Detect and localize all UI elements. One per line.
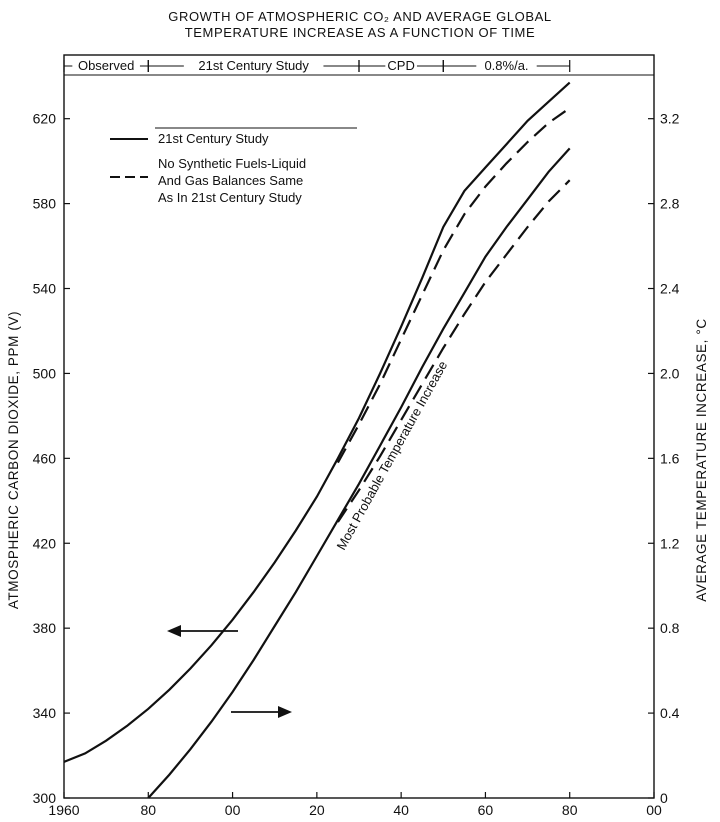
chart-series bbox=[63, 81, 571, 799]
period-21st-century-study-label-bg bbox=[183, 57, 324, 73]
y2-tick-label: 2.0 bbox=[660, 365, 680, 381]
y-tick-label: 540 bbox=[33, 281, 57, 297]
series-line-left-dashed bbox=[336, 107, 571, 464]
axis-ticks: 1960 80 00 20 40 60 80 00 300 340 380 420 460 500 540 5… bbox=[33, 111, 680, 818]
x-tick-label: 60 bbox=[478, 802, 494, 818]
series-line-left-solid bbox=[63, 81, 571, 763]
y2-tick-label: 1.2 bbox=[660, 535, 680, 551]
y-tick-label: 380 bbox=[33, 620, 57, 636]
legend-label-solid: 21st Century Study bbox=[158, 131, 269, 146]
x-tick-label: 20 bbox=[309, 802, 325, 818]
x-tick-label: 00 bbox=[646, 802, 662, 818]
y2-tick-label: 0 bbox=[660, 790, 668, 806]
period-observed-label: Observed bbox=[78, 58, 134, 73]
right-axis-arrow bbox=[231, 706, 292, 718]
legend: 21st Century Study No Synthetic Fuels-Li… bbox=[110, 127, 357, 205]
plot-frame bbox=[63, 54, 655, 799]
series-line-right-dashed bbox=[336, 179, 571, 523]
legend-label-dashed-line-3: As In 21st Century Study bbox=[158, 190, 302, 205]
y-tick-label: 460 bbox=[33, 450, 57, 466]
left-axis-title: ATMOSPHERIC CARBON DIOXIDE, PPM (V) bbox=[6, 311, 21, 609]
y2-tick-label: 0.8 bbox=[660, 620, 680, 636]
period-bar: Observed 21st Century Study CPD 0.8%/a. bbox=[63, 57, 571, 73]
y2-tick-label: 3.2 bbox=[660, 111, 680, 127]
x-tick-label: 80 bbox=[140, 802, 156, 818]
y-tick-label: 420 bbox=[33, 535, 57, 551]
y-tick-label: 340 bbox=[33, 705, 57, 721]
y-tick-label: 580 bbox=[33, 196, 57, 212]
legend-label-dashed-line-2: And Gas Balances Same bbox=[158, 173, 303, 188]
period-0-8-a-label: 0.8%/a. bbox=[484, 58, 528, 73]
period-0-8-a-label-bg bbox=[476, 57, 537, 73]
x-tick-label: 00 bbox=[225, 802, 241, 818]
period-cpd-label-bg bbox=[385, 57, 417, 73]
right-arrow-icon bbox=[278, 706, 292, 718]
period-observed-label-bg bbox=[72, 57, 140, 73]
y2-tick-label: 1.6 bbox=[660, 450, 680, 466]
y-tick-label: 300 bbox=[33, 790, 57, 806]
chart-title-line-1: GROWTH OF ATMOSPHERIC CO₂ AND AVERAGE GL… bbox=[168, 9, 551, 24]
series-line-right-solid bbox=[147, 147, 571, 799]
y-tick-label: 500 bbox=[33, 365, 57, 381]
y2-tick-label: 2.8 bbox=[660, 196, 680, 212]
period-21st-century-study-label: 21st Century Study bbox=[198, 58, 309, 73]
x-tick-label: 40 bbox=[393, 802, 409, 818]
left-axis-arrow bbox=[167, 625, 238, 637]
period-cpd-label: CPD bbox=[387, 58, 414, 73]
x-tick-label: 80 bbox=[562, 802, 578, 818]
x-tick-label: 1960 bbox=[48, 802, 79, 818]
y2-tick-label: 2.4 bbox=[660, 281, 680, 297]
y-tick-label: 620 bbox=[33, 111, 57, 127]
y2-tick-label: 0.4 bbox=[660, 705, 680, 721]
most-probable-annotation: Most Probable Temperature Increase bbox=[334, 358, 451, 552]
left-arrow-icon bbox=[167, 625, 181, 637]
right-axis-title: AVERAGE TEMPERATURE INCREASE, °C bbox=[694, 318, 709, 601]
chart-title-line-2: TEMPERATURE INCREASE AS A FUNCTION OF TI… bbox=[185, 25, 536, 40]
legend-label-dashed-line-1: No Synthetic Fuels-Liquid bbox=[158, 156, 306, 171]
